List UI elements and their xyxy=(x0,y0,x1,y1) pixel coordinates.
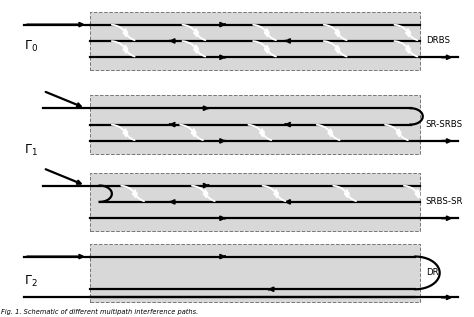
Text: SR-SRBS: SR-SRBS xyxy=(426,120,463,129)
FancyBboxPatch shape xyxy=(90,95,420,154)
FancyBboxPatch shape xyxy=(90,244,420,302)
Text: DR: DR xyxy=(426,268,438,277)
Text: $\Gamma_0$: $\Gamma_0$ xyxy=(24,39,38,54)
Text: Fig. 1. Schematic of different multipath interference paths.: Fig. 1. Schematic of different multipath… xyxy=(0,309,198,315)
Text: DRBS: DRBS xyxy=(426,36,450,45)
FancyBboxPatch shape xyxy=(90,12,420,70)
Text: $\Gamma_2$: $\Gamma_2$ xyxy=(24,274,38,289)
FancyBboxPatch shape xyxy=(90,173,420,231)
Text: $\Gamma_1$: $\Gamma_1$ xyxy=(24,143,38,158)
Text: SRBS-SR: SRBS-SR xyxy=(426,197,463,206)
